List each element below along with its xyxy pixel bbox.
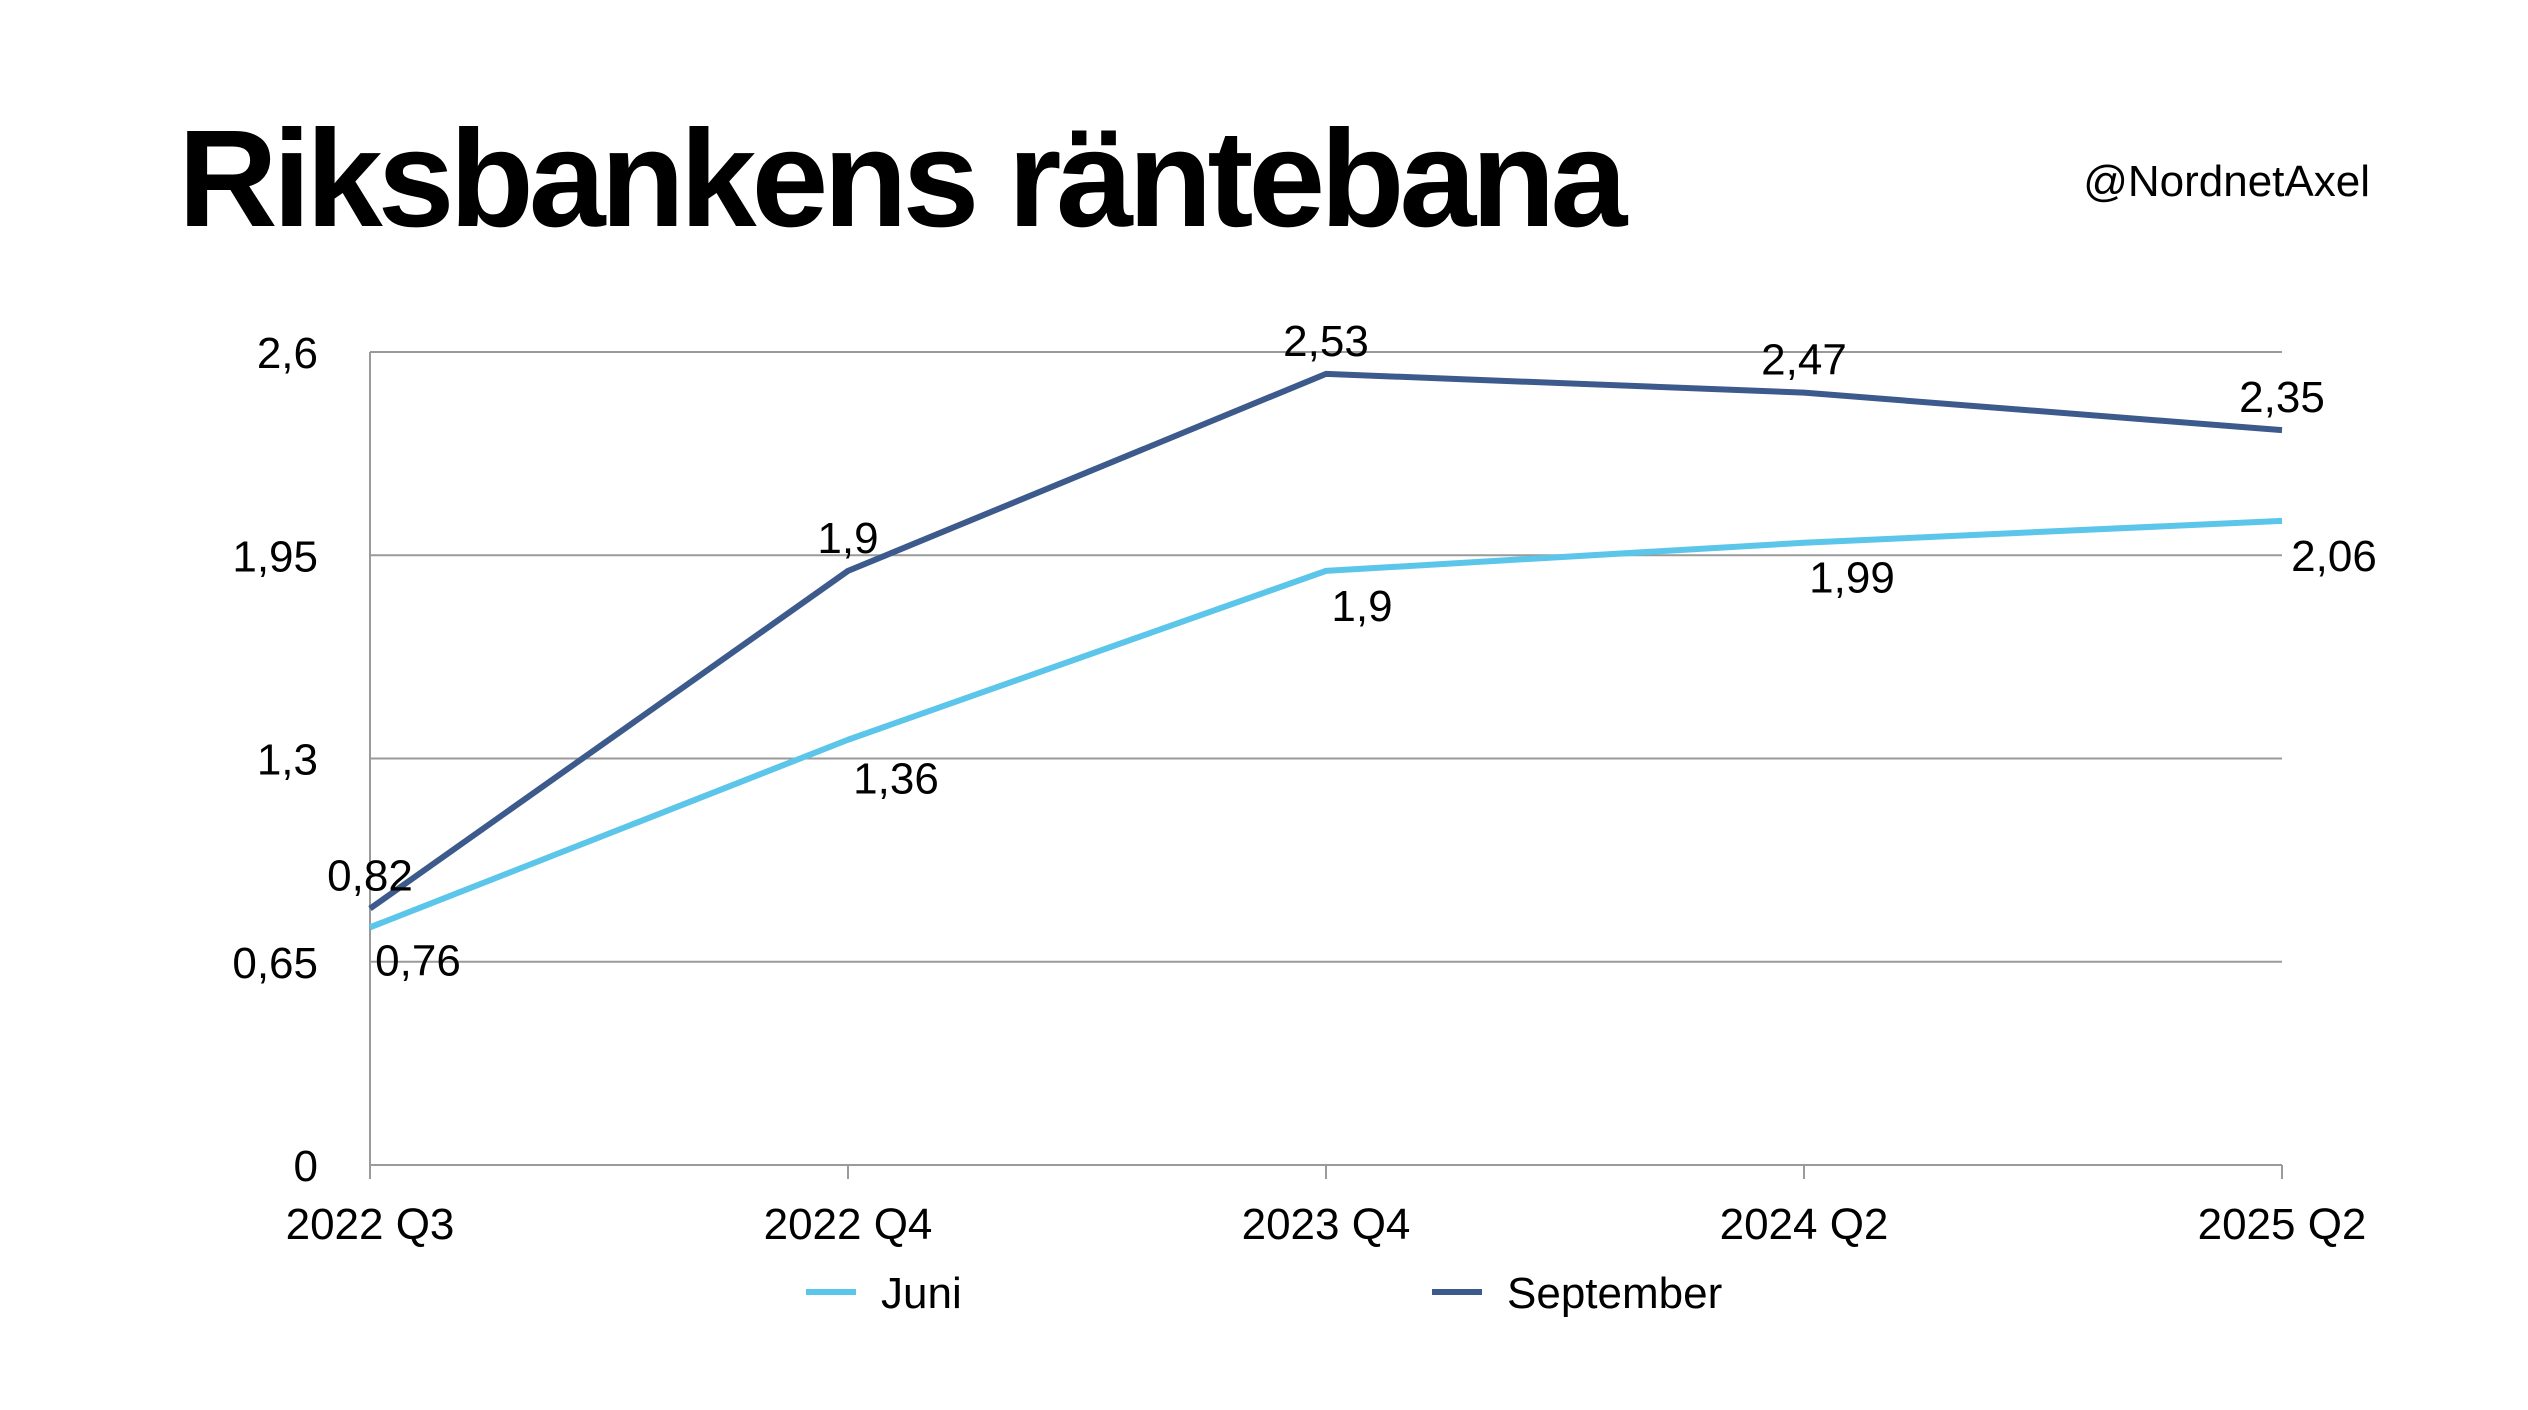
y-tick-label: 1,3 bbox=[257, 736, 318, 785]
legend-label-september: September bbox=[1507, 1269, 1722, 1318]
data-label-juni: 0,76 bbox=[375, 936, 461, 985]
legend-label-juni: Juni bbox=[881, 1269, 962, 1318]
y-tick-label: 0 bbox=[294, 1142, 318, 1191]
x-tick-label: 2023 Q4 bbox=[1242, 1200, 1411, 1249]
data-label-juni: 1,36 bbox=[853, 755, 939, 804]
data-label-september: 2,47 bbox=[1761, 336, 1847, 385]
data-label-september: 2,35 bbox=[2239, 373, 2325, 422]
series-line-september bbox=[368, 370, 2283, 912]
grid-lines bbox=[370, 351, 2282, 1166]
data-label-september: 2,53 bbox=[1283, 317, 1369, 366]
y-tick-label: 0,65 bbox=[232, 939, 318, 988]
data-label-september: 1,9 bbox=[817, 514, 878, 563]
data-labels: 0,76 1,36 1,9 1,99 2,06 0,82 1,9 2,53 2,47 2,35 bbox=[327, 317, 2377, 985]
x-tick-label: 2022 Q4 bbox=[764, 1200, 933, 1249]
data-label-juni: 1,99 bbox=[1809, 554, 1895, 603]
x-tick-label: 2022 Q3 bbox=[286, 1200, 455, 1249]
x-tick-label: 2025 Q2 bbox=[2198, 1200, 2367, 1249]
y-tick-label: 1,95 bbox=[232, 532, 318, 581]
data-label-september: 0,82 bbox=[327, 852, 413, 901]
y-tick-label: 2,6 bbox=[257, 329, 318, 378]
axes: 0 0,65 1,3 1,95 2,6 2022 Q3 2022 Q4 2023 Q4 2024… bbox=[232, 329, 2366, 1249]
data-label-juni: 1,9 bbox=[1331, 582, 1392, 631]
author-handle: @NordnetAxel bbox=[2083, 157, 2370, 206]
page-title: Riksbankens räntebana bbox=[178, 102, 1627, 256]
data-label-juni: 2,06 bbox=[2291, 532, 2377, 581]
x-tick-label: 2024 Q2 bbox=[1720, 1200, 1889, 1249]
legend: Juni September bbox=[806, 1269, 1722, 1318]
series-lines bbox=[368, 370, 2283, 931]
series-line-juni bbox=[368, 517, 2283, 931]
